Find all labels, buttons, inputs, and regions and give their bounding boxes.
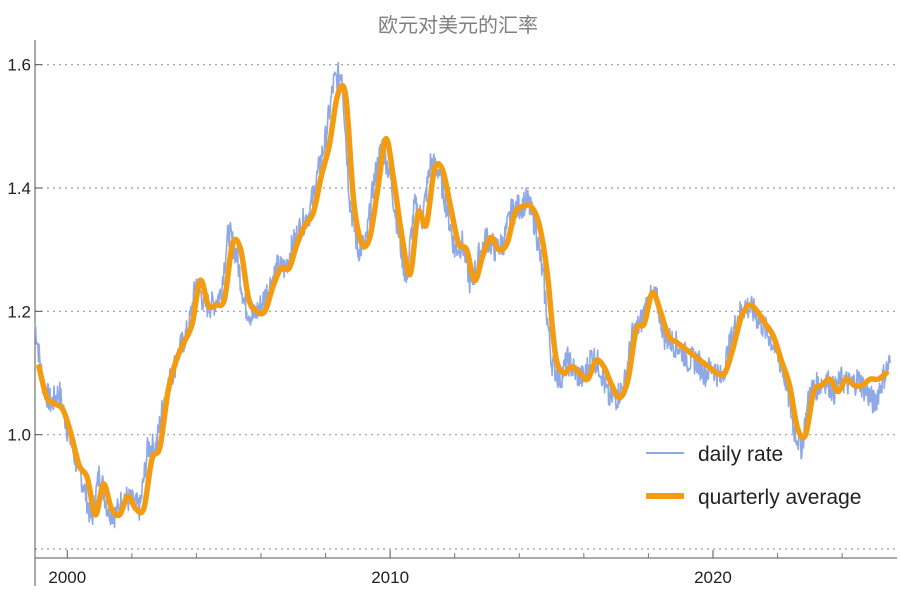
y-tick-label: 1.2 <box>7 302 31 321</box>
series-line-quarterly-average <box>36 82 890 519</box>
gridlines <box>35 64 897 550</box>
legend-label-daily-rate: daily rate <box>698 443 783 466</box>
legend-label-quarterly-average: quarterly average <box>698 486 861 509</box>
series-lines <box>34 61 892 529</box>
x-tick-label: 2020 <box>694 568 732 587</box>
x-tick-label: 2000 <box>48 568 86 587</box>
axes: 1.0 1.2 1.4 1.6 2000 2010 2020 <box>7 40 897 587</box>
x-tick-label: 2010 <box>371 568 409 587</box>
chart-title: 欧元对美元的汇率 <box>378 13 538 37</box>
y-tick-label: 1.6 <box>7 56 31 75</box>
y-tick-label: 1.4 <box>7 179 31 198</box>
y-tick-label: 1.0 <box>7 426 31 445</box>
legend: daily rate quarterly average <box>646 443 861 509</box>
